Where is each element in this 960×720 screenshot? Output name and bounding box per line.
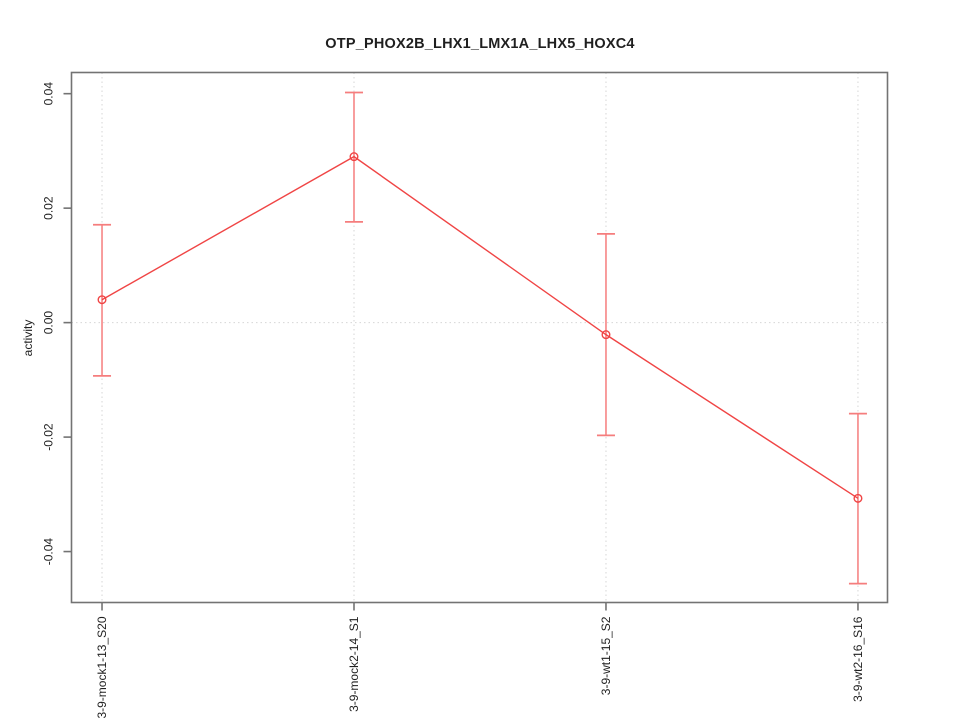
data-point (349, 152, 359, 162)
y-tick-label: 0.00 (42, 311, 56, 335)
x-category-label: 3-9-mock1-13_S20 (95, 616, 109, 718)
y-axis-label: activity (21, 319, 35, 357)
y-tick-label: 0.04 (42, 82, 56, 106)
plot-box (70, 71, 889, 604)
data-point (601, 330, 611, 340)
x-category-label: 3-9-wt1-15_S2 (599, 616, 613, 695)
data-point (97, 295, 107, 305)
series-line (101, 155, 859, 499)
x-category-label: 3-9-mock2-14_S1 (347, 616, 361, 712)
chart-title: OTP_PHOX2B_LHX1_LMX1A_LHX5_HOXC4 (325, 36, 635, 52)
y-tick-label: 0.02 (42, 196, 56, 220)
y-tick-label: -0.02 (42, 423, 56, 451)
data-point (853, 493, 863, 503)
y-tick-label: -0.04 (42, 538, 56, 566)
x-category-label: 3-9-wt2-16_S16 (851, 616, 865, 702)
